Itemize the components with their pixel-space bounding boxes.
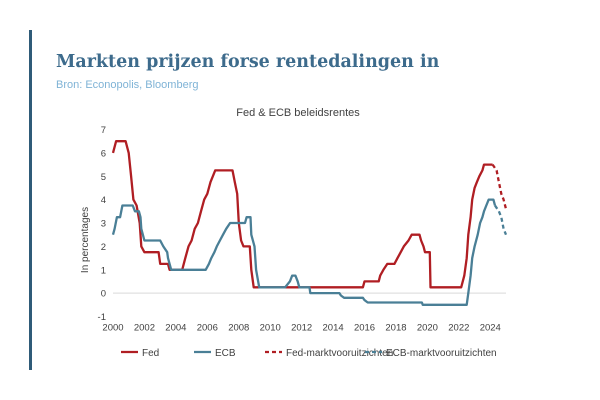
legend-label: Fed-marktvooruitzichten bbox=[286, 348, 393, 359]
x-tick-label: 2012 bbox=[291, 323, 312, 334]
legend-label: Fed bbox=[142, 348, 159, 359]
x-tick-label: 2020 bbox=[417, 323, 438, 334]
legend-label: ECB-marktvooruitzichten bbox=[386, 348, 497, 359]
x-tick-label: 2008 bbox=[228, 323, 249, 334]
y-tick-label: 6 bbox=[101, 148, 106, 159]
y-tick-label: 2 bbox=[101, 242, 106, 253]
series-layer bbox=[111, 140, 508, 306]
x-tick-label: 2000 bbox=[102, 323, 123, 334]
legend-label: ECB bbox=[215, 348, 236, 359]
axes: -1 0 1 2 3 4 5 6 7 2000 2002 2004 2006 2008 2010 2012 20… bbox=[98, 125, 506, 334]
y-tick-label: 7 bbox=[101, 125, 106, 136]
chart-title: Fed & ECB beleidsrentes bbox=[236, 107, 360, 119]
y-tick-label: -1 bbox=[98, 312, 106, 323]
series-line-fed-marktvooruitzichten bbox=[491, 163, 508, 210]
page-title: Markten prijzen forse rentedalingen in bbox=[56, 52, 440, 72]
x-tick-label: 2014 bbox=[323, 323, 344, 334]
x-tick-label: 2024 bbox=[480, 323, 501, 334]
y-tick-label: 1 bbox=[101, 265, 106, 276]
x-tick-label: 2006 bbox=[197, 323, 218, 334]
y-axis-label: In percentages bbox=[80, 207, 91, 273]
x-tick-label: 2022 bbox=[448, 323, 469, 334]
source-note: Bron: Econopolis, Bloomberg bbox=[56, 79, 199, 91]
x-tick-label: 2002 bbox=[134, 323, 155, 334]
y-tick-label: 0 bbox=[101, 289, 106, 300]
y-tick-label: 5 bbox=[101, 172, 106, 183]
x-tick-label: 2004 bbox=[165, 323, 186, 334]
series-line-ecb-marktvooruitzichten bbox=[494, 204, 508, 236]
series-line-ecb bbox=[111, 198, 497, 306]
x-tick-label: 2010 bbox=[260, 323, 281, 334]
legend: Fed ECB Fed-marktvooruitzichtenECB-marktvo… bbox=[121, 348, 497, 359]
x-tick-label: 2016 bbox=[354, 323, 375, 334]
x-tick-label: 2018 bbox=[385, 323, 406, 334]
series-line-fed bbox=[111, 140, 493, 289]
y-tick-label: 3 bbox=[101, 219, 106, 230]
accent-bar bbox=[29, 30, 32, 370]
y-tick-label: 4 bbox=[101, 195, 106, 206]
